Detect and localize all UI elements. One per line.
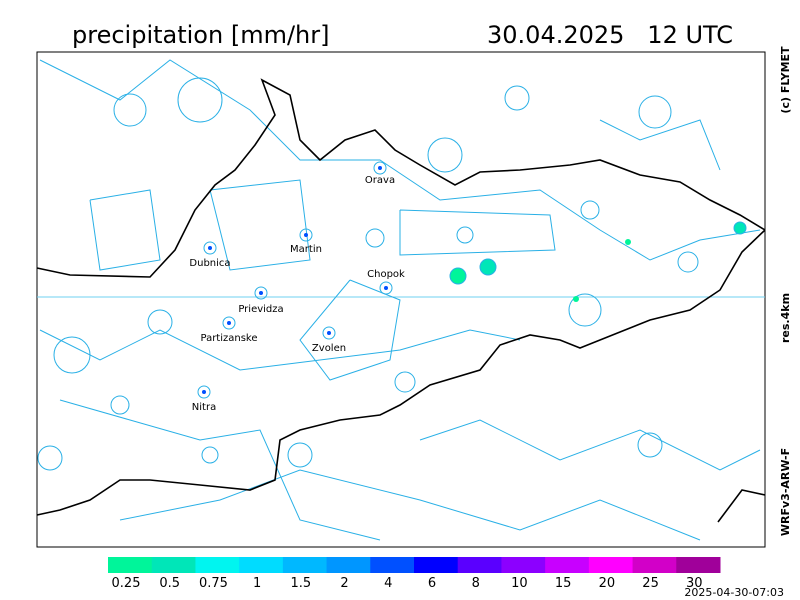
map-frame	[36, 51, 766, 548]
colorbar-box	[151, 557, 196, 573]
colorbar-label: 1.5	[291, 576, 312, 591]
city-ring	[322, 326, 336, 340]
model: WRFv3-ARW-F	[779, 448, 792, 536]
colorbar-label: 8	[472, 576, 480, 591]
colorbar-label: 2	[340, 576, 348, 591]
city-ring	[373, 161, 387, 175]
colorbar-box	[108, 557, 153, 573]
city-label: Dubnica	[189, 258, 230, 269]
city-label: Prievidza	[238, 304, 283, 315]
colorbar-box	[239, 557, 284, 573]
city-ring	[299, 228, 313, 242]
colorbar-label: 10	[511, 576, 528, 591]
city-dot	[384, 286, 388, 290]
city-ring	[197, 385, 211, 399]
colorbar-box	[370, 557, 415, 573]
city-ring	[379, 281, 393, 295]
precip-blob	[573, 296, 579, 302]
city-ring	[203, 241, 217, 255]
precip-areas	[449, 221, 747, 302]
colorbar-label: 15	[555, 576, 572, 591]
city-ring	[254, 286, 268, 300]
colorbar-label: 0.25	[112, 576, 141, 591]
colorbar-label: 6	[428, 576, 436, 591]
river-and-road-lines	[37, 59, 765, 541]
precip-blob	[479, 258, 497, 276]
city-dot	[259, 291, 263, 295]
cities: Orava Dubnica Martin Chopok Prievidza Partiza…	[189, 161, 405, 413]
colorbar-label: 0.75	[199, 576, 228, 591]
colorbar-box	[588, 557, 634, 573]
colorbar-box	[457, 557, 502, 573]
city-label: Zvolen	[312, 343, 346, 354]
colorbar-box	[414, 557, 459, 573]
city-label: Martin	[290, 244, 322, 255]
colorbar-label: 30	[686, 576, 703, 591]
valid-time: 30.04.2025 12 UTC	[487, 21, 733, 49]
colorbar-box	[326, 557, 371, 573]
precip-blob	[733, 221, 747, 235]
colorbar-box	[501, 557, 546, 573]
city-dot	[208, 246, 212, 250]
colorbar-label: 25	[642, 576, 659, 591]
city-ring	[222, 316, 236, 330]
colorbar: 0.25 0.5 0.75 1 1.5 2 4 6 8 10 15 20 25 30	[108, 557, 721, 591]
colorbar-box	[282, 557, 328, 573]
copyright: (c) FLYMET	[779, 46, 792, 114]
title: precipitation [mm/hr]	[72, 21, 329, 49]
colorbar-box	[545, 557, 590, 573]
city-label: Partizanske	[200, 333, 257, 344]
timestamp: 2025-04-30-07:03	[684, 586, 784, 599]
resolution: res.4km	[779, 293, 792, 343]
city-label: Chopok	[367, 269, 405, 280]
colorbar-label: 1	[253, 576, 261, 591]
colorbar-label: 20	[599, 576, 616, 591]
colorbar-label: 4	[384, 576, 392, 591]
colorbar-box	[676, 557, 721, 573]
colorbar-box	[632, 557, 677, 573]
city-label: Nitra	[192, 402, 216, 413]
colorbar-box	[195, 557, 240, 573]
city-dot	[378, 166, 382, 170]
precip-blob	[449, 267, 467, 285]
colorbar-label: 0.5	[159, 576, 180, 591]
precip-blob	[625, 239, 631, 245]
city-dot	[202, 390, 206, 394]
city-dot	[227, 321, 231, 325]
city-dot	[304, 233, 308, 237]
country-border	[36, 78, 766, 523]
city-dot	[327, 331, 331, 335]
city-label: Orava	[365, 175, 395, 186]
